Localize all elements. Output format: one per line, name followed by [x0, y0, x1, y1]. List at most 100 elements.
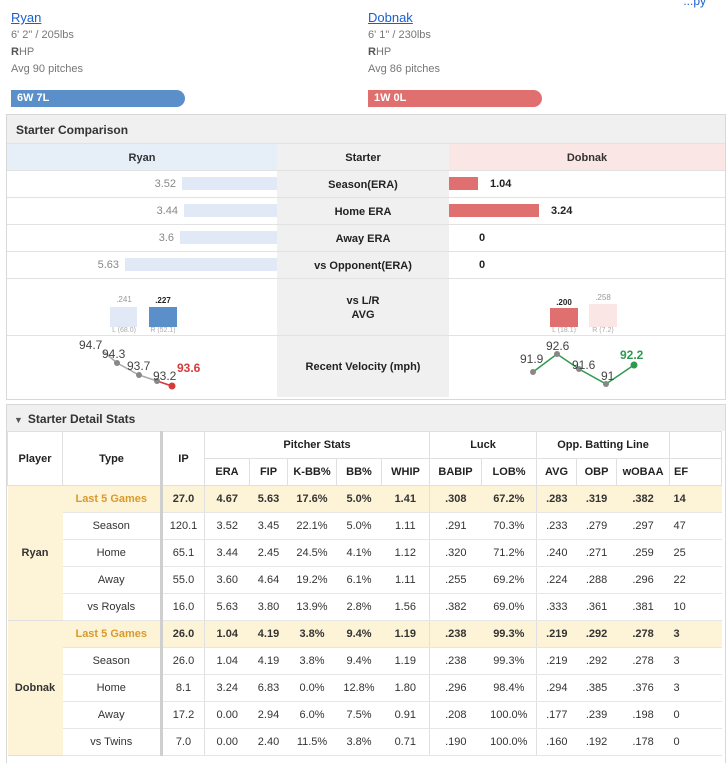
- left-split-r-sub: R (52.1): [150, 327, 176, 334]
- away-player-hand: RHP: [11, 46, 35, 58]
- col-header-bb[interactable]: BB%: [336, 458, 382, 486]
- stat-bb: 3.8%: [336, 728, 382, 756]
- col-header-fip[interactable]: FIP: [249, 458, 288, 486]
- home-player-height-weight: 6' 1" / 230lbs: [368, 29, 431, 41]
- comparison-left-value: 3.44: [156, 205, 178, 217]
- away-player-name-link[interactable]: Ryan: [11, 10, 42, 25]
- stat-babip: .190: [429, 728, 482, 756]
- stat-era: 3.60: [204, 566, 250, 594]
- comparison-right-cell: 3.24: [449, 198, 725, 224]
- col-header-ip[interactable]: IP: [161, 431, 205, 486]
- stat-lob: 99.3%: [481, 647, 537, 675]
- stat-obp: .279: [576, 512, 617, 540]
- stat-obp: .292: [576, 647, 617, 675]
- col-header-ef[interactable]: EF: [669, 458, 723, 486]
- stat-ef: 25: [669, 539, 722, 567]
- left-velocity-svg: 94.7 94.3 93.7 93.2 93.6: [79, 338, 201, 390]
- stat-woba: .382: [616, 485, 670, 513]
- right-velocity-label: 92.6: [546, 339, 570, 353]
- stat-fip: 4.19: [249, 647, 288, 675]
- stat-bb: 9.4%: [336, 620, 382, 648]
- right-split-l-avg: .200: [556, 298, 572, 307]
- collapse-caret-icon[interactable]: ▼: [14, 415, 23, 425]
- col-header-avg[interactable]: AVG: [536, 458, 578, 486]
- stat-bb: 7.5%: [336, 701, 382, 729]
- split-label: vs L/R AVG: [277, 279, 449, 335]
- stat-ip: 7.0: [161, 728, 205, 756]
- comparison-left-cell: 3.6: [7, 225, 277, 251]
- stat-avg: .294: [536, 674, 577, 702]
- table-row: Home 65.1 3.44 2.45 24.5% 4.1% 1.12.320 71.2% .2…: [8, 539, 722, 567]
- stat-whip: 1.11: [381, 512, 430, 540]
- player-name-cell[interactable]: Dobnak: [7, 620, 63, 756]
- col-header-obp[interactable]: OBP: [576, 458, 618, 486]
- stat-era: 4.67: [204, 485, 250, 513]
- stat-babip: .238: [429, 647, 482, 675]
- left-velocity-label: 94.3: [102, 347, 126, 361]
- stat-ef: 10: [669, 593, 722, 621]
- stat-whip: 0.71: [381, 728, 430, 756]
- comparison-row: 3.52 Season(ERA) 1.04: [7, 170, 725, 197]
- away-player-height-weight: 6' 2" / 205lbs: [11, 29, 74, 41]
- stat-woba: .296: [616, 566, 670, 594]
- stat-avg: .233: [536, 512, 577, 540]
- comparison-right-value: 0: [479, 232, 486, 244]
- starter-detail-title[interactable]: ▼ Starter Detail Stats: [7, 405, 725, 431]
- stat-obp: .271: [576, 539, 617, 567]
- stat-woba: .278: [616, 647, 670, 675]
- velocity-row: 94.7 94.3 93.7 93.2 93.6 Recent Velocity…: [7, 335, 725, 397]
- comparison-mid-header: Starter: [277, 144, 449, 170]
- stat-avg: .224: [536, 566, 577, 594]
- stat-obp: .361: [576, 593, 617, 621]
- left-split-l-avg: .241: [116, 295, 132, 304]
- left-velocity-chart: 94.7 94.3 93.7 93.2 93.6: [7, 336, 277, 397]
- left-split-l-bar: [110, 307, 137, 327]
- stat-babip: .308: [429, 485, 482, 513]
- away-player-avg-pitches: Avg 90 pitches: [11, 63, 83, 75]
- left-velocity-point-latest: [168, 382, 176, 390]
- stat-lob: 100.0%: [481, 728, 537, 756]
- starter-comparison-section: Starter Comparison Ryan Starter Dobnak 3…: [6, 114, 726, 400]
- stat-obp: .192: [576, 728, 617, 756]
- comparison-left-bar: [184, 204, 277, 217]
- stat-whip: 1.56: [381, 593, 430, 621]
- stat-ef: 0: [669, 701, 722, 729]
- comparison-left-bar: [182, 177, 277, 190]
- stat-bb: 5.0%: [336, 485, 382, 513]
- stat-woba: .381: [616, 593, 670, 621]
- stat-ef: 3: [669, 620, 722, 648]
- stat-kbb: 17.6%: [287, 485, 337, 513]
- stat-babip: .291: [429, 512, 482, 540]
- col-header-whip[interactable]: WHIP: [380, 458, 431, 486]
- stat-era: 0.00: [204, 701, 250, 729]
- starter-detail-table: Player Type IP Pitcher Stats Luck Opp. B…: [7, 431, 723, 756]
- col-header-lob[interactable]: LOB%: [481, 458, 538, 486]
- stat-babip: .238: [429, 620, 482, 648]
- stat-ip: 120.1: [161, 512, 205, 540]
- stat-fip: 3.45: [249, 512, 288, 540]
- col-header-kbb[interactable]: K-BB%: [287, 458, 337, 486]
- stat-babip: .382: [429, 593, 482, 621]
- stat-whip: 1.19: [381, 647, 430, 675]
- col-header-player[interactable]: Player: [7, 431, 63, 486]
- stat-avg: .219: [536, 620, 577, 648]
- stat-obp: .292: [576, 620, 617, 648]
- comparison-right-cell: 0: [449, 252, 725, 278]
- right-split-r-avg: .258: [595, 293, 611, 302]
- col-header-era[interactable]: ERA: [204, 458, 250, 486]
- stat-obp: .385: [576, 674, 617, 702]
- row-type: vs Twins: [62, 728, 163, 756]
- col-header-type[interactable]: Type: [62, 431, 163, 486]
- stat-era: 1.04: [204, 647, 250, 675]
- home-player-hand: RHP: [368, 46, 392, 58]
- player-name-cell[interactable]: Ryan: [7, 485, 63, 621]
- row-type: Last 5 Games: [62, 620, 163, 648]
- corner-link[interactable]: ...py: [683, 0, 706, 8]
- right-split-r-sub: R (7.2): [592, 327, 614, 334]
- away-record-bar: 6W 7L: [11, 90, 185, 107]
- comparison-row: 3.6 Away ERA 0: [7, 224, 725, 251]
- home-player-name-link[interactable]: Dobnak: [368, 10, 413, 25]
- col-header-babip[interactable]: BABIP: [429, 458, 483, 486]
- stat-fip: 3.80: [249, 593, 288, 621]
- col-header-woba[interactable]: wOBAA: [616, 458, 671, 486]
